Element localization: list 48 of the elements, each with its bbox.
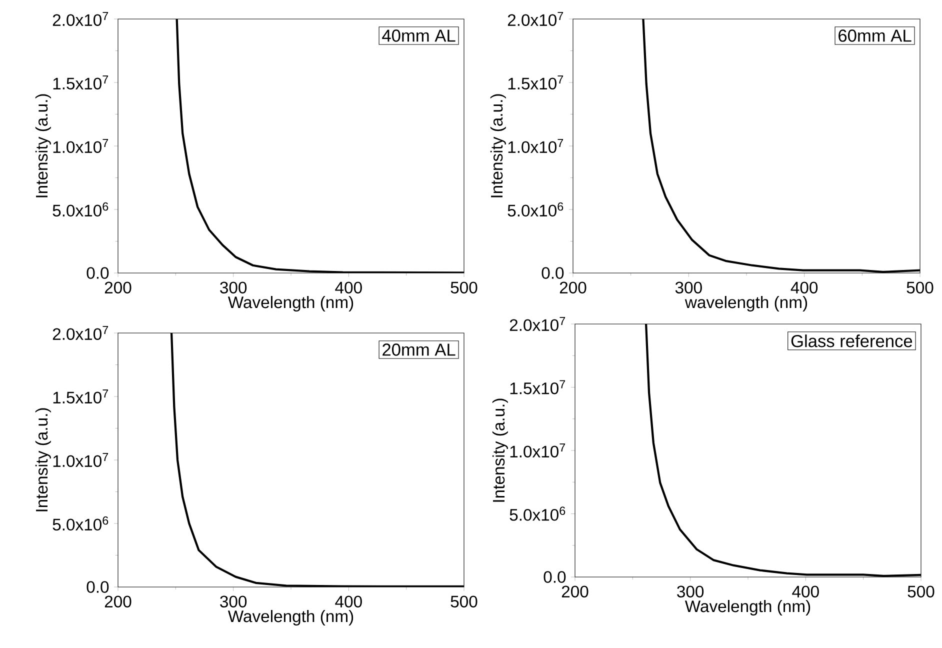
x-tick-label: 500	[908, 586, 934, 598]
x-tick-label: 300	[220, 596, 247, 608]
x-axis-title: Wavelength (nm)	[684, 600, 810, 616]
y-axis-title: Intensity (a.u.)	[35, 408, 51, 512]
y-tick-label: 1.5x10$^{7}$	[510, 380, 566, 394]
y-tick-label: 0.0	[544, 571, 566, 583]
y-tick-label: 2.0x10$^{7}$	[52, 12, 108, 26]
x-tick-label: 500	[450, 282, 478, 294]
x-axis-title: Wavelength (nm)	[228, 296, 354, 312]
y-tick-label: 5.0x10$^{6}$	[52, 516, 108, 531]
annotation: 40mm AL	[382, 30, 456, 42]
x-axis-title: Wavelength (nm)	[228, 610, 354, 626]
y-tick-label: 0.0	[542, 267, 564, 279]
x-tick-label: 200	[104, 596, 132, 608]
x-tick-label: 500	[450, 596, 478, 608]
annotation: 20mm AL	[382, 344, 456, 356]
y-axis-title: Intensity (a.u.)	[490, 94, 506, 198]
y-tick-label: 1.0x10$^{7}$	[53, 452, 108, 467]
x-tick-label: 300	[675, 282, 702, 294]
x-axis-title: wavelength (nm)	[684, 296, 808, 312]
y-tick-label: 2.0x10$^{7}$	[508, 12, 564, 26]
x-tick-label: 200	[104, 282, 132, 294]
x-tick-label: 400	[790, 282, 818, 294]
y-tick-label: 5.0x10$^{6}$	[510, 506, 566, 521]
x-tick-label: 400	[335, 596, 362, 608]
y-tick-label: 1.5x10$^{7}$	[53, 75, 108, 90]
y-axis-title: Intensity (a.u.)	[492, 398, 508, 502]
x-tick-label: 400	[335, 282, 362, 294]
annotation: 60mm AL	[838, 30, 912, 42]
y-tick-label: 1.5x10$^{7}$	[508, 75, 564, 90]
x-tick-label: 200	[562, 586, 588, 598]
x-tick-label: 300	[220, 282, 247, 294]
y-tick-label: 5.0x10$^{6}$	[508, 202, 564, 217]
x-tick-label: 400	[792, 586, 819, 598]
y-tick-label: 1.5x10$^{7}$	[53, 389, 108, 404]
annotation: Glass reference	[791, 334, 912, 348]
y-tick-label: 2.0x10$^{7}$	[510, 316, 566, 331]
x-tick-label: 300	[677, 586, 704, 598]
y-tick-label: 0.0	[86, 581, 109, 593]
y-tick-label: 1.0x10$^{7}$	[53, 138, 108, 153]
y-tick-label: 0.0	[86, 267, 109, 279]
x-tick-label: 500	[906, 282, 934, 294]
y-tick-label: 1.0x10$^{7}$	[510, 443, 566, 458]
y-tick-label: 1.0x10$^{7}$	[508, 138, 564, 153]
x-tick-label: 200	[560, 282, 586, 294]
y-axis-title: Intensity (a.u.)	[35, 94, 51, 198]
y-tick-label: 5.0x10$^{6}$	[52, 202, 108, 217]
y-tick-label: 2.0x10$^{7}$	[52, 326, 108, 340]
